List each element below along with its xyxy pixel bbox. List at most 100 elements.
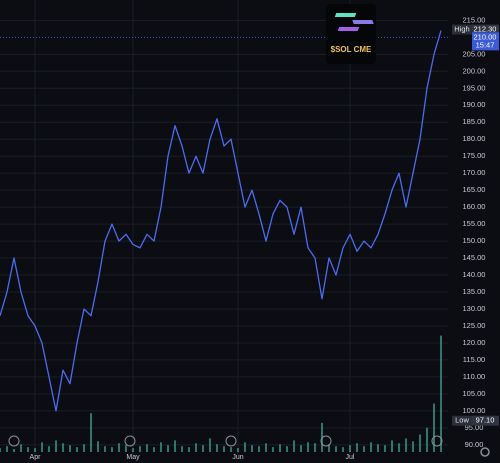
- price-badge-value: 210.00: [474, 32, 497, 41]
- x-tick-label: Jul: [346, 454, 355, 461]
- x-tick-label: Jun: [232, 454, 243, 461]
- volume-bar: [118, 443, 120, 452]
- countdown: 15:47: [476, 40, 495, 49]
- volume-bar: [174, 440, 176, 452]
- y-tick-label: 170.00: [463, 168, 486, 177]
- y-tick-label: 135.00: [463, 287, 486, 296]
- y-tick-label: 205.00: [463, 49, 486, 58]
- y-tick-label: 185.00: [463, 117, 486, 126]
- volume-bar: [307, 442, 309, 452]
- volume-bar: [391, 440, 393, 452]
- volume-bar: [34, 448, 36, 452]
- logo-bar: [334, 13, 357, 17]
- bottom-icons: [8, 435, 490, 457]
- volume-bar: [216, 444, 218, 452]
- badge-label-box: [452, 415, 472, 426]
- x-tick-label: May: [126, 454, 140, 461]
- volume-bar: [356, 443, 358, 452]
- volume-bar: [181, 446, 183, 452]
- volume-bar: [405, 438, 407, 452]
- volume-bar: [412, 441, 414, 452]
- volume-bar: [363, 446, 365, 452]
- volume-bar: [279, 444, 281, 452]
- event-icon[interactable]: [8, 435, 20, 447]
- y-tick-label: 175.00: [463, 151, 486, 160]
- x-tick-label: Apr: [30, 454, 42, 461]
- price-badge: [472, 415, 499, 426]
- logo-bar: [352, 20, 374, 24]
- volume-bar: [41, 442, 43, 452]
- y-tick-label: 125.00: [463, 321, 486, 330]
- volume-bar: [342, 447, 344, 452]
- y-tick-label: 165.00: [463, 185, 486, 194]
- y-tick-label: 95.00: [465, 423, 484, 432]
- y-tick-label: 100.00: [463, 406, 486, 415]
- volume-bar: [440, 335, 442, 452]
- logo-bar: [337, 27, 360, 31]
- volume-bar: [104, 446, 106, 452]
- volume-bar: [314, 443, 316, 452]
- y-tick-label: 130.00: [463, 304, 486, 313]
- volume-bar: [328, 444, 330, 452]
- y-tick-label: 105.00: [463, 389, 486, 398]
- badge-label: Low: [455, 416, 469, 425]
- volume-bar: [223, 446, 225, 452]
- y-tick-label: 140.00: [463, 270, 486, 279]
- chart-title: $SOL CME: [331, 45, 372, 54]
- y-tick-label: 145.00: [463, 253, 486, 262]
- volume-bar: [76, 447, 78, 452]
- volume-bar: [370, 442, 372, 452]
- volume-bar: [62, 443, 64, 452]
- event-icon[interactable]: [225, 435, 237, 447]
- event-icon[interactable]: [320, 435, 332, 447]
- y-tick-label: 190.00: [463, 100, 486, 109]
- volume-bar: [286, 446, 288, 452]
- volume-bar: [55, 440, 57, 452]
- volume-bar: [0, 448, 1, 452]
- logo: $SOL CME: [326, 4, 376, 64]
- volume-bar: [433, 403, 435, 452]
- y-tick-label: 180.00: [463, 134, 486, 143]
- volume-bar: [335, 446, 337, 452]
- volume-bar: [398, 443, 400, 452]
- event-icon[interactable]: [431, 435, 443, 447]
- volume-bar: [230, 447, 232, 452]
- y-tick-label: 215.00: [463, 15, 486, 24]
- volume-bar: [419, 434, 421, 452]
- y-tick-label: 110.00: [463, 372, 485, 381]
- volume-bar: [377, 444, 379, 452]
- volume-bar: [111, 447, 113, 452]
- volume-bar: [132, 448, 134, 452]
- volume-bar: [27, 447, 29, 452]
- volume-bar: [237, 448, 239, 452]
- volume-bar: [83, 444, 85, 452]
- price-badge-value: 212.30: [474, 25, 497, 34]
- volume-bar: [426, 427, 428, 452]
- price-line: [0, 30, 442, 412]
- volume-bar: [300, 445, 302, 452]
- volume-bar: [69, 445, 71, 452]
- volume-bar: [97, 441, 99, 452]
- volume-bar: [90, 413, 92, 452]
- volume-bar: [139, 446, 141, 452]
- volume-bar: [251, 445, 253, 452]
- volume-bar: [146, 444, 148, 452]
- volume-bar: [202, 445, 204, 452]
- volume-bar: [244, 442, 246, 452]
- volume-bar: [272, 447, 274, 452]
- y-tick-label: 115.00: [463, 355, 485, 364]
- volume-bar: [265, 443, 267, 452]
- badge-label-box: [452, 24, 472, 35]
- price-badge: [472, 24, 499, 35]
- volume-bar: [6, 446, 8, 452]
- volume-bar: [349, 445, 351, 452]
- volume-bar: [20, 444, 22, 452]
- event-icon[interactable]: [124, 435, 136, 447]
- y-tick-label: 160.00: [463, 202, 486, 211]
- volume-bar: [160, 442, 162, 452]
- price-badge-value: 97.10: [476, 416, 495, 425]
- y-tick-label: 155.00: [463, 219, 486, 228]
- price-badge: [472, 32, 499, 51]
- y-tick-label: 90.00: [465, 440, 484, 449]
- settings-icon[interactable]: [480, 447, 490, 457]
